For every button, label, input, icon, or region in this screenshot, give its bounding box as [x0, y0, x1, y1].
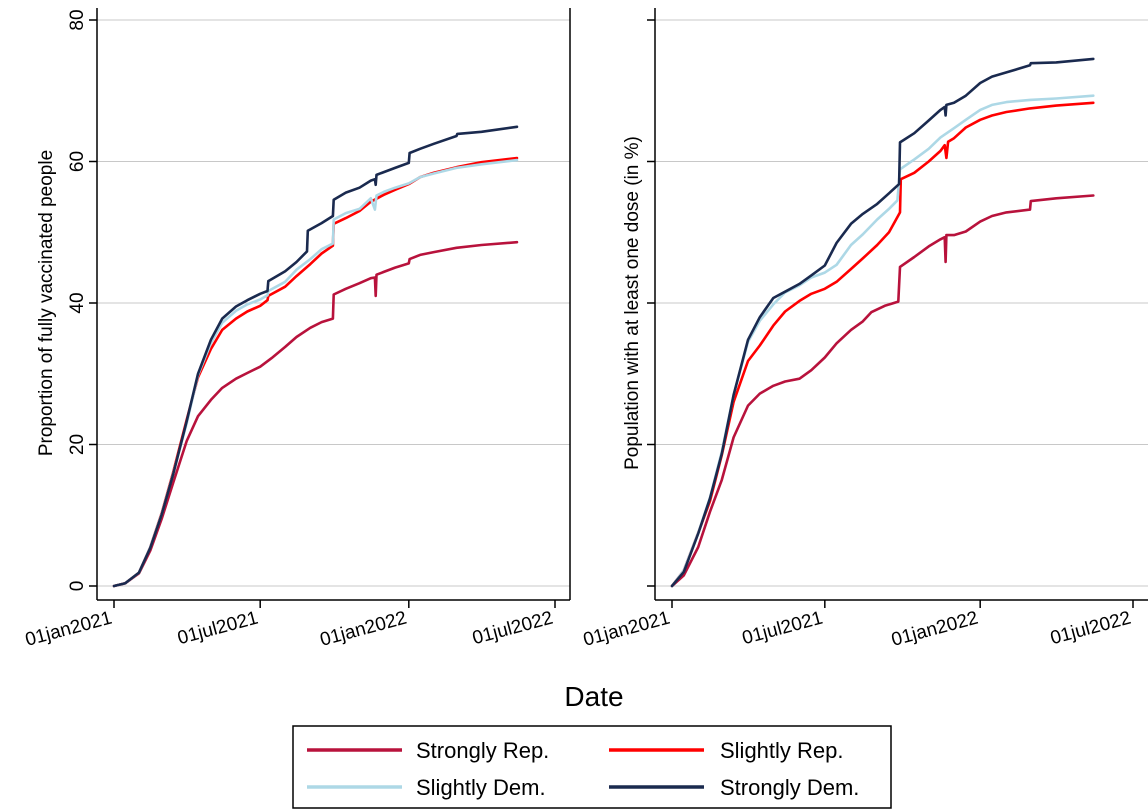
y-tick-label-60: 60	[67, 151, 88, 172]
legend-box	[292, 725, 892, 809]
legend-label-strongly-rep: Strongly Rep.	[416, 738, 549, 763]
y-tick-label-80: 80	[67, 9, 88, 30]
legend-label-strongly-dem: Strongly Dem.	[720, 775, 859, 800]
legend: Strongly Rep. Slightly Rep. Slightly Dem…	[292, 725, 892, 809]
right-chart-panel: 01jan2021 01jul2021 01jan2022 01jul2022Popu…	[581, 8, 1148, 651]
y-tick-label-0: 0	[67, 581, 88, 592]
series-line-strongly-dem	[112, 125, 519, 588]
legend-label-slightly-dem: Slightly Dem.	[416, 775, 546, 800]
x-axis-title: Date	[564, 681, 623, 712]
y-axis-title: Population with at least one dose (in %)	[622, 136, 643, 470]
series-line-slightly-rep	[670, 101, 1095, 588]
y-axis-title: Proportion of fully vaccinated people	[36, 150, 57, 456]
series-line-strongly-rep	[112, 240, 519, 588]
series-line-strongly-rep	[670, 194, 1095, 588]
y-tick-label-20: 20	[67, 434, 88, 455]
y-tick-label-40: 40	[67, 292, 88, 313]
legend-label-slightly-rep: Slightly Rep.	[720, 738, 844, 763]
series-line-strongly-dem	[670, 57, 1095, 588]
